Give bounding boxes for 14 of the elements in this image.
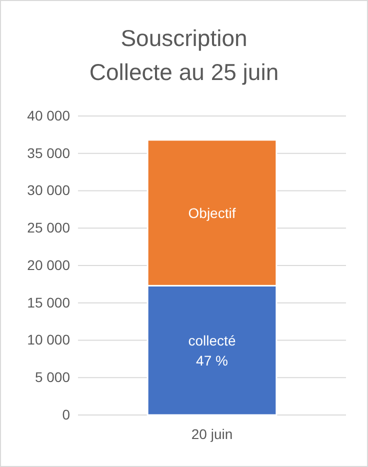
x-tick-label: 20 juin <box>191 426 233 442</box>
y-tick-label: 10 000 <box>27 332 70 348</box>
y-tick-label: 40 000 <box>27 107 70 124</box>
y-tick-label: 25 000 <box>27 220 70 236</box>
y-tick-label: 30 000 <box>27 182 70 198</box>
chart-title: Souscription Collecte au 25 juin <box>89 25 279 85</box>
y-tick-label: 35 000 <box>27 144 70 161</box>
y-tick-label: 15 000 <box>27 294 70 310</box>
series-label: collecté <box>188 332 236 348</box>
y-tick-label: 20 000 <box>27 256 70 273</box>
series-label: Objectif <box>188 204 236 221</box>
y-tick-label: 5 000 <box>34 369 70 386</box>
annotation: 47 % <box>196 352 228 368</box>
y-tick-label: 0 <box>62 406 70 422</box>
